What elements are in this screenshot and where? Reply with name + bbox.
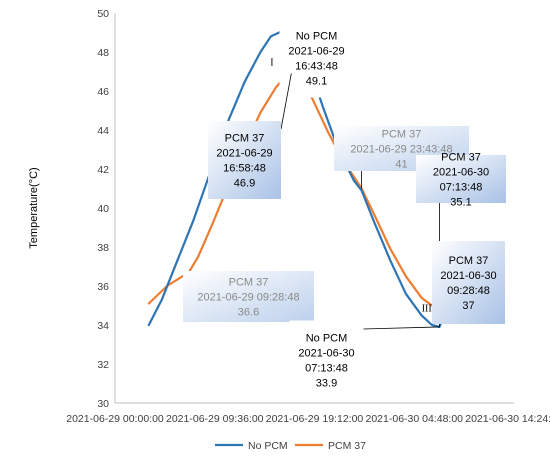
y-tick-label: 32 — [97, 359, 109, 371]
callout-pcm-37: PCM 37 2021-06-29 23:43:48 41 — [334, 126, 469, 189]
callout-text: 33.9 — [316, 378, 337, 390]
x-tick-label: 2021-06-30 14:24:00 — [465, 413, 550, 425]
callout-text: No PCM — [296, 31, 338, 43]
callout-text: 35.1 — [450, 197, 471, 209]
callout-text: 2021-06-29 09:28:48 — [197, 292, 299, 304]
y-tick-label: 30 — [97, 398, 109, 410]
callout-text: 2021-06-30 — [440, 270, 496, 282]
callout-box — [416, 155, 506, 203]
callout-leader — [280, 73, 292, 130]
callout-text: PCM 37 — [441, 152, 481, 164]
x-tick-label: 2021-06-29 19:12:00 — [266, 413, 364, 425]
callout-text: 07:13:48 — [440, 182, 483, 194]
callout-text: 46.9 — [234, 178, 255, 190]
callout-text: 2021-06-29 — [216, 148, 272, 160]
callout-text: 36.6 — [238, 307, 259, 319]
callout-pcm-37: PCM 37 2021-06-30 07:13:48 35.1 — [416, 152, 506, 304]
callout-text: PCM 37 — [449, 255, 489, 267]
legend-label: PCM 37 — [328, 440, 366, 452]
callout-box — [183, 271, 314, 322]
x-tick-label: 2021-06-29 09:36:00 — [166, 413, 264, 425]
region-label: I — [270, 58, 273, 69]
y-tick-label: 48 — [97, 47, 109, 59]
callout-text: PCM 37 — [225, 133, 265, 145]
callout-pcm-37: PCM 37 2021-06-29 16:58:48 46.9 — [208, 73, 292, 199]
callout-text: 07:13:48 — [305, 363, 348, 375]
callout-no-pcm: No PCM 2021-06-29 16:43:48 49.1 — [279, 18, 354, 98]
y-tick-label: 46 — [97, 86, 109, 98]
callout-text: 2021-06-29 — [288, 46, 344, 58]
callout-text: 16:58:48 — [223, 163, 266, 175]
y-tick-label: 44 — [97, 125, 109, 137]
callout-text: No PCM — [306, 333, 348, 345]
callout-text: 09:28:48 — [447, 285, 490, 297]
legend-item: No PCM — [215, 440, 288, 452]
callout-text: PCM 37 — [229, 277, 269, 289]
callout-text: 41 — [395, 159, 407, 171]
legend-label: No PCM — [248, 440, 288, 452]
callout-leader — [362, 326, 440, 330]
y-tick-label: 34 — [97, 320, 109, 332]
x-tick-label: 2021-06-29 00:00:00 — [66, 413, 164, 425]
axes: 30 32 34 36 38 40 42 44 46 48 50 2021-06-29 00:00:0… — [28, 8, 550, 425]
callout-text: 2021-06-29 23:43:48 — [350, 144, 452, 156]
callout-no-pcm: No PCM 2021-06-30 07:13:48 33.9 — [289, 320, 440, 400]
callout-pcm-37: PCM 37 2021-06-30 09:28:48 37 — [432, 241, 505, 324]
y-tick-label: 50 — [97, 8, 109, 20]
legend: No PCM PCM 37 — [215, 440, 366, 452]
series-line-pcm-37 — [147, 72, 457, 307]
y-tick-label: 40 — [97, 203, 109, 215]
callout-box — [208, 121, 281, 199]
y-axis-label: Temperature(°C) — [28, 167, 40, 248]
y-tick-label: 42 — [97, 164, 109, 176]
callout-text: 37 — [462, 300, 474, 312]
y-tick-label: 38 — [97, 242, 109, 254]
callout-text: 49.1 — [306, 76, 327, 88]
callout-text: 16:43:48 — [295, 61, 338, 73]
callout-text: 2021-06-30 — [298, 348, 354, 360]
callout-box — [279, 18, 354, 98]
callout-pcm-37: PCM 37 2021-06-29 09:28:48 36.6 — [183, 271, 314, 322]
callout-box — [289, 320, 364, 400]
callout-text: 2021-06-30 — [433, 167, 489, 179]
y-tick-label: 36 — [97, 281, 109, 293]
region-label: III — [422, 303, 432, 314]
callout-box — [432, 241, 505, 324]
legend-item: PCM 37 — [295, 440, 366, 452]
x-tick-label: 2021-06-30 04:48:00 — [366, 413, 464, 425]
callout-text: PCM 37 — [382, 129, 422, 141]
